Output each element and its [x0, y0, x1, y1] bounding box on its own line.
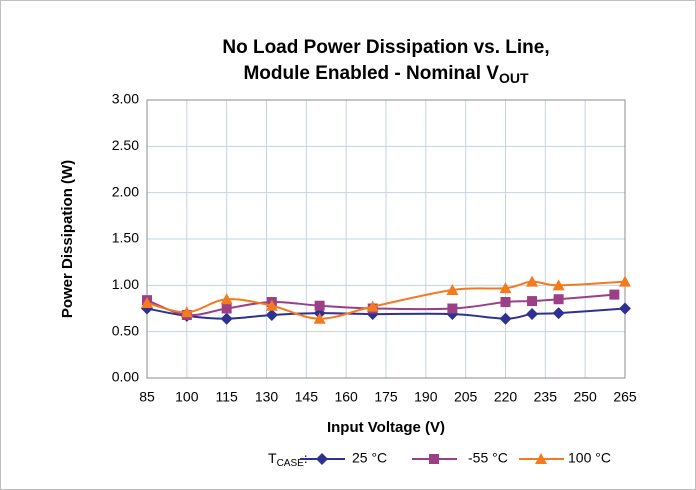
y-tick-label: 2.50 — [112, 137, 139, 153]
legend-label: -55 °C — [468, 450, 508, 466]
marker — [221, 303, 232, 314]
x-tick-label: 205 — [454, 389, 478, 405]
y-tick-label: 1.50 — [112, 230, 139, 246]
marker — [180, 306, 193, 318]
x-tick-label: 250 — [573, 389, 597, 405]
x-tick-label: 265 — [613, 389, 637, 405]
y-tick-label: 2.00 — [112, 183, 139, 199]
marker — [609, 289, 620, 300]
x-tick-label: 85 — [139, 389, 155, 405]
y-tick-label: 0.50 — [112, 322, 139, 338]
marker — [552, 279, 565, 291]
marker — [526, 308, 539, 321]
marker — [446, 283, 459, 295]
x-tick-label: 160 — [334, 389, 358, 405]
marker — [314, 300, 325, 311]
chart-title-text: Module Enabled - Nominal V — [243, 63, 499, 84]
x-tick-label: 220 — [494, 389, 518, 405]
marker — [447, 303, 458, 314]
marker — [526, 275, 539, 287]
legend-title-suffix: : — [304, 450, 308, 466]
legend-label: 100 °C — [568, 450, 611, 466]
series-line — [146, 280, 626, 320]
x-tick-label: 190 — [414, 389, 438, 405]
legend-label: 25 °C — [352, 450, 387, 466]
marker — [313, 312, 326, 324]
x-axis-label: Input Voltage (V) — [327, 419, 445, 436]
x-tick-label: 235 — [534, 389, 558, 405]
legend-title-text: T — [268, 450, 277, 466]
legend-marker — [429, 454, 439, 464]
plot-area — [146, 99, 626, 379]
chart-title-subscript: OUT — [499, 70, 529, 86]
x-tick-label: 100 — [175, 389, 199, 405]
marker — [500, 297, 511, 308]
marker — [552, 307, 565, 320]
marker — [220, 293, 233, 305]
x-tick-label: 115 — [216, 389, 239, 405]
marker — [527, 296, 538, 307]
y-tick-label: 1.00 — [112, 276, 139, 292]
marker — [499, 312, 512, 325]
legend-title: TCASE: — [268, 450, 308, 469]
legend-marker — [316, 453, 328, 465]
y-tick-label: 3.00 — [112, 91, 139, 107]
marker — [265, 299, 278, 311]
chart-title: No Load Power Dissipation vs. Line, — [222, 37, 549, 58]
x-tick-label: 175 — [374, 389, 398, 405]
marker — [499, 282, 512, 294]
marker — [619, 275, 631, 287]
marker — [619, 302, 631, 315]
marker — [366, 300, 379, 312]
y-tick-label: 0.00 — [112, 369, 139, 385]
marker — [553, 294, 564, 305]
marker — [265, 308, 278, 321]
legend-marker — [535, 453, 547, 464]
chart-title: Module Enabled - Nominal VOUT — [243, 63, 528, 86]
marker — [141, 296, 153, 308]
legend-title-subscript: CASE — [277, 458, 305, 469]
y-axis-label: Power Dissipation (W) — [59, 160, 76, 318]
x-tick-label: 145 — [295, 389, 319, 405]
marker — [220, 312, 233, 325]
x-tick-label: 130 — [255, 389, 279, 405]
